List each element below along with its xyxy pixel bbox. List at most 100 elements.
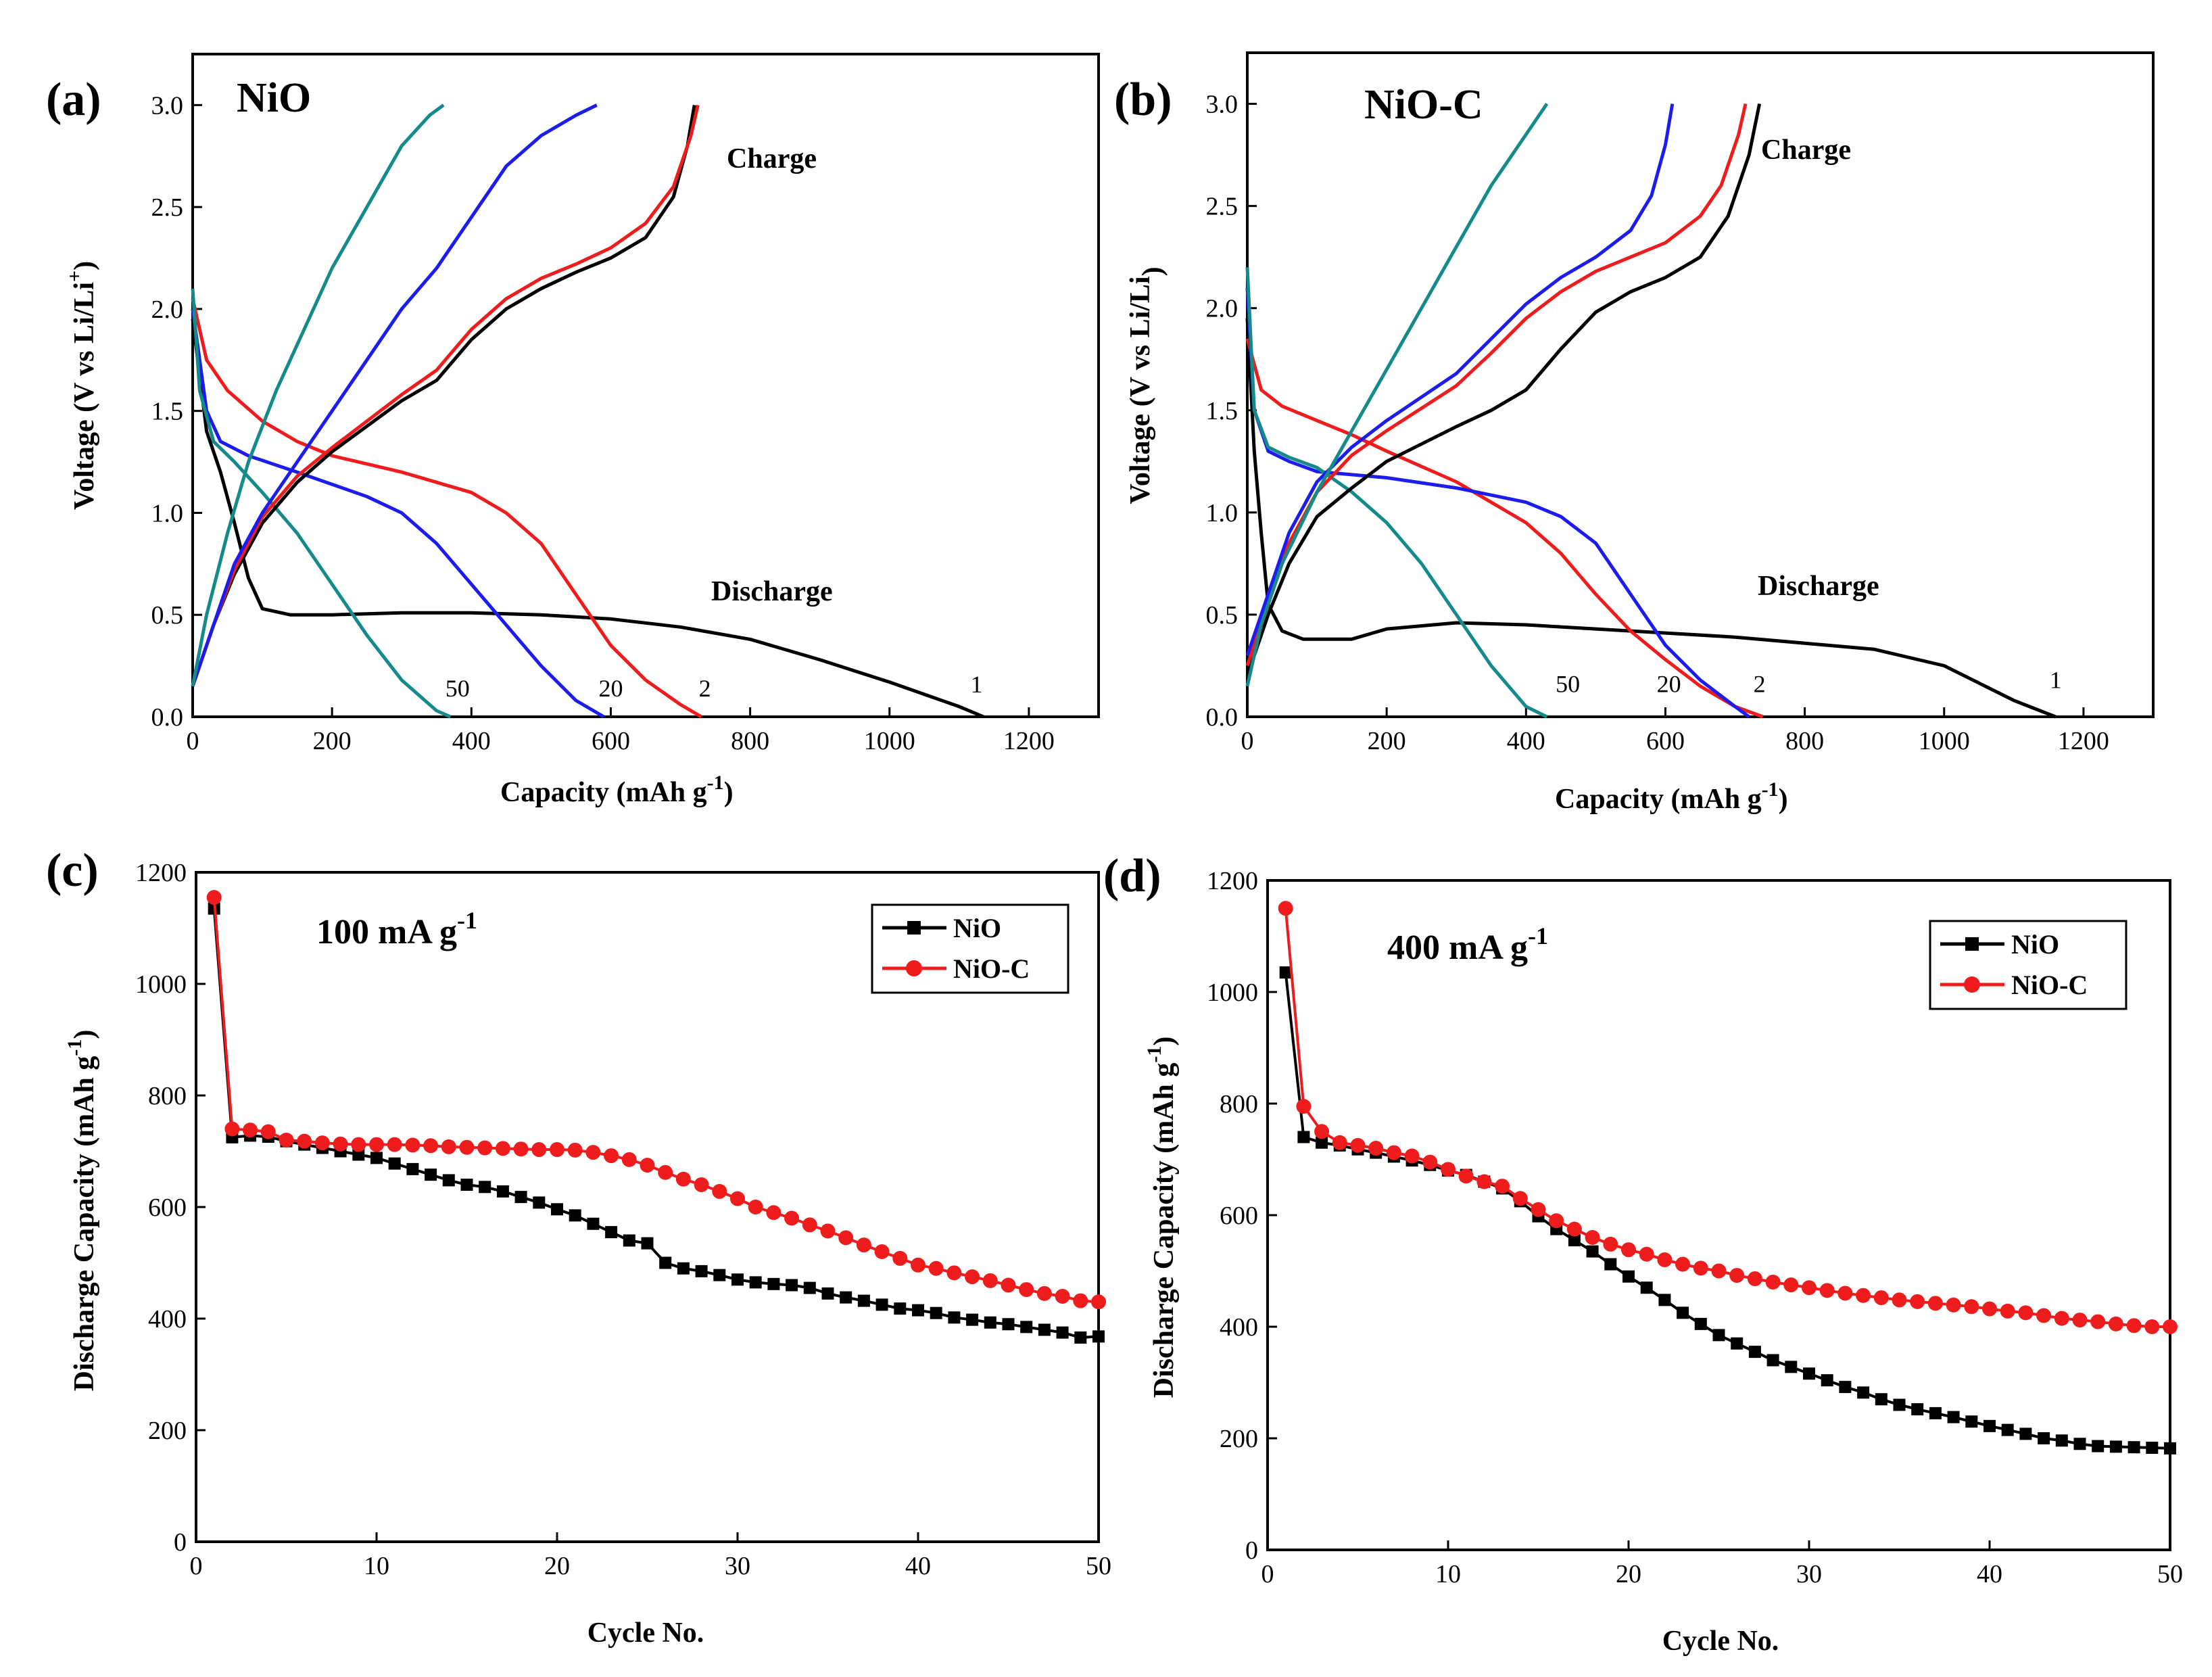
y-axis-title: Discharge Capacity (mAh g-1)	[1143, 1037, 1180, 1398]
data-point-nio	[496, 1185, 509, 1198]
x-axis-title: Capacity (mAh g-1)	[1555, 778, 1788, 815]
data-point-nio	[1893, 1398, 1906, 1411]
legend-label-nioc: NiO-C	[953, 953, 1030, 984]
data-point-nio-c	[1657, 1252, 1673, 1267]
cycle-label: 50	[1556, 671, 1580, 698]
data-point-nio	[2001, 1423, 2014, 1436]
y-tick-label: 1.0	[1206, 499, 1239, 527]
x-tick-label: 40	[905, 1552, 931, 1580]
data-point-nio-c	[567, 1142, 583, 1158]
y-tick-labels: 0 200 400 600 800 1000 1200	[135, 859, 206, 1557]
data-point-nio	[912, 1304, 924, 1317]
cycle-label: 2	[1754, 671, 1766, 698]
data-point-nio	[840, 1291, 852, 1304]
data-point-nio	[749, 1276, 762, 1289]
data-point-nio-c	[2163, 1319, 2178, 1334]
x-tick-label: 20	[1616, 1560, 1641, 1588]
y-tick-label: 400	[148, 1305, 187, 1333]
data-point-nio-c	[1982, 1301, 1997, 1317]
legend-marker-nio	[1965, 937, 1979, 951]
x-tick-label: 0	[1261, 1560, 1274, 1588]
cycle-label: 2	[699, 675, 711, 702]
legend-box	[871, 903, 1069, 994]
panel-c: (c) 100 mA g-1 Cycle No. Discharge Capac…	[46, 845, 1111, 1649]
data-point-nio	[2073, 1438, 2086, 1450]
data-point-nio	[1821, 1374, 1833, 1387]
data-point-nio	[370, 1152, 383, 1164]
y-tick-label: 0.5	[151, 601, 184, 630]
data-point-nio-c	[928, 1260, 944, 1276]
series-discharge-cycle-1	[1245, 318, 2057, 719]
cycle-label: 1	[971, 671, 983, 698]
data-point-nio	[605, 1226, 618, 1239]
y-tick-label: 1200	[1207, 867, 1258, 895]
data-point-nio	[1839, 1381, 1852, 1394]
data-point-nio-c	[1964, 1299, 1979, 1315]
data-point-nio	[641, 1237, 654, 1250]
x-tick-label: 0	[190, 1552, 203, 1580]
data-point-nio	[2146, 1442, 2159, 1455]
cycle-label: 20	[1657, 671, 1681, 698]
data-point-nio-c	[911, 1257, 925, 1273]
chart-title: 400 mA g-1	[1387, 922, 1548, 967]
data-point-nio-c	[297, 1133, 312, 1149]
data-point-nio-c	[2072, 1313, 2088, 1328]
series-group	[191, 103, 984, 719]
data-point-nio	[1803, 1367, 1815, 1380]
x-tick-label: 20	[544, 1552, 570, 1580]
x-tick-label: 1000	[864, 727, 915, 755]
data-point-nio	[2019, 1427, 2032, 1440]
data-point-nio-c	[730, 1191, 745, 1206]
y-tick-label: 400	[1220, 1313, 1258, 1342]
data-point-nio	[966, 1313, 979, 1326]
data-point-nio	[1694, 1317, 1707, 1330]
series-charge-cycle-2	[191, 104, 700, 687]
data-point-nio-c	[477, 1140, 493, 1156]
cycle-label: 50	[446, 675, 470, 702]
data-point-nio	[587, 1217, 600, 1230]
series-discharge-cycle-50	[1245, 267, 1548, 719]
data-point-nio-c	[513, 1141, 529, 1157]
x-tick-label: 400	[452, 727, 491, 755]
data-point-nio-c	[621, 1152, 637, 1167]
x-tick-label: 200	[313, 727, 352, 755]
y-tick-label: 1200	[135, 859, 187, 887]
x-tick-labels: 0 10 20 30 40 50	[1261, 1540, 2183, 1588]
data-point-nio-c	[838, 1230, 854, 1246]
data-point-nio-c	[550, 1142, 564, 1158]
data-point-nio-c	[585, 1145, 601, 1160]
data-point-nio	[551, 1203, 563, 1216]
x-tick-label: 0	[1241, 727, 1254, 755]
y-tick-label: 1.5	[151, 398, 184, 426]
data-point-nio	[1677, 1306, 1689, 1319]
data-point-nio-c	[1495, 1179, 1510, 1194]
data-point-nio-c	[243, 1123, 258, 1138]
panel-label: (b)	[1114, 74, 1172, 126]
series-discharge-cycle-20	[191, 308, 605, 719]
data-point-nio	[1622, 1270, 1635, 1283]
y-axis-title: Voltage (V vs Li/Li+)	[64, 261, 100, 510]
data-point-nio-c	[604, 1148, 619, 1164]
data-point-nio	[1568, 1234, 1581, 1247]
data-point-nio	[1785, 1361, 1798, 1373]
panel-b: (b) NiO-C Charge Discharge Capacity (mAh…	[1114, 51, 2155, 815]
legend: NiO NiO-C	[871, 903, 1069, 994]
data-point-nio-c	[1036, 1285, 1052, 1301]
data-point-nio	[1748, 1346, 1761, 1359]
x-tick-labels: 0 10 20 30 40 50	[190, 1532, 1111, 1580]
data-point-nio-c	[1368, 1141, 1384, 1156]
data-point-nio-c	[784, 1210, 800, 1226]
series-line-nio	[1284, 972, 2171, 1450]
panel-label: (d)	[1103, 850, 1161, 902]
x-tick-label: 50	[1086, 1552, 1111, 1580]
data-point-nio-c	[802, 1217, 817, 1233]
data-point-nio-c	[333, 1136, 348, 1152]
data-point-nio-c	[1091, 1294, 1106, 1310]
series-discharge-cycle-2	[1245, 338, 1764, 719]
data-point-nio-c	[1386, 1145, 1401, 1160]
series-group	[1278, 901, 2178, 1455]
data-point-nio	[1056, 1326, 1069, 1339]
y-tick-label: 1000	[135, 970, 187, 999]
series-charge-cycle-20	[191, 103, 598, 687]
data-point-nio	[1965, 1415, 1978, 1428]
